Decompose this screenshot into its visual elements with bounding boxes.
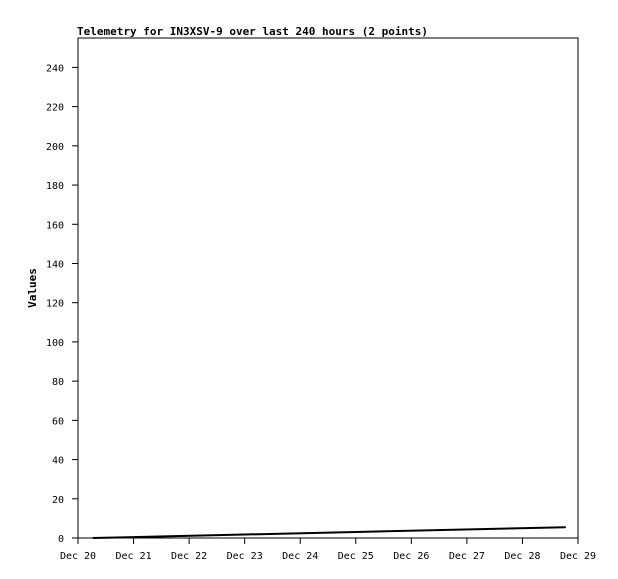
- x-tick-label: Dec 24: [282, 551, 318, 562]
- x-tick-label: Dec 25: [338, 551, 374, 562]
- x-tick-label: Dec 20: [60, 551, 96, 562]
- x-tick-label: Dec 23: [227, 551, 263, 562]
- y-tick-label: 120: [46, 299, 64, 310]
- data-point: [92, 537, 94, 539]
- x-tick-label: Dec 21: [115, 551, 151, 562]
- y-tick-label: 80: [52, 377, 64, 388]
- x-tick-label: Dec 22: [171, 551, 207, 562]
- y-tick-label: 180: [46, 181, 64, 192]
- y-tick-label: 160: [46, 220, 64, 231]
- y-tick-label: 200: [46, 142, 64, 153]
- x-tick-label: Dec 26: [393, 551, 429, 562]
- y-tick-label: 40: [52, 456, 64, 467]
- x-tick-label: Dec 27: [449, 551, 485, 562]
- y-tick-label: 240: [46, 63, 64, 74]
- y-tick-label: 20: [52, 495, 64, 506]
- plot-frame: [77, 37, 579, 539]
- y-tick-label: 140: [46, 259, 64, 270]
- data-point: [564, 526, 567, 529]
- y-tick-label: 220: [46, 103, 64, 114]
- y-axis-label: Values: [26, 268, 39, 308]
- series-line: [93, 526, 566, 539]
- y-tick-label: 100: [46, 338, 64, 349]
- chart-title: Telemetry for IN3XSV-9 over last 240 hou…: [77, 25, 428, 38]
- y-tick-label: 60: [52, 416, 64, 427]
- x-tick-label: Dec 28: [504, 551, 540, 562]
- y-tick-label: 0: [58, 534, 64, 545]
- x-tick-label: Dec 29: [560, 551, 596, 562]
